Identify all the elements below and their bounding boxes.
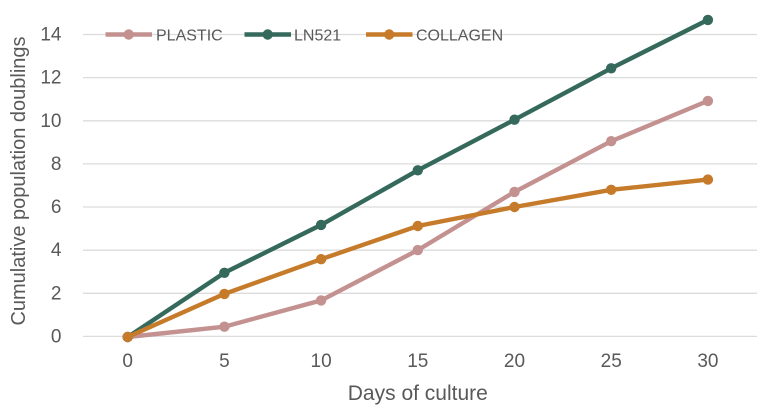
svg-text:15: 15 xyxy=(407,351,428,372)
svg-text:4: 4 xyxy=(51,240,62,261)
svg-text:8: 8 xyxy=(51,154,62,175)
svg-text:20: 20 xyxy=(504,351,525,372)
svg-text:Days of culture: Days of culture xyxy=(348,382,488,405)
svg-text:Cumulative population doubling: Cumulative population doublings xyxy=(8,36,30,325)
svg-text:5: 5 xyxy=(219,351,230,372)
svg-text:30: 30 xyxy=(697,351,718,372)
svg-text:6: 6 xyxy=(51,197,62,218)
svg-text:2: 2 xyxy=(51,283,62,304)
svg-text:PLASTIC: PLASTIC xyxy=(156,28,223,45)
svg-text:0: 0 xyxy=(122,351,133,372)
svg-text:COLLAGEN: COLLAGEN xyxy=(416,28,503,45)
svg-text:LN521: LN521 xyxy=(294,28,341,45)
svg-text:10: 10 xyxy=(40,111,61,132)
svg-text:0: 0 xyxy=(51,326,62,347)
svg-text:12: 12 xyxy=(40,68,61,89)
svg-text:10: 10 xyxy=(311,351,332,372)
svg-text:14: 14 xyxy=(40,25,62,46)
svg-text:25: 25 xyxy=(601,351,622,372)
